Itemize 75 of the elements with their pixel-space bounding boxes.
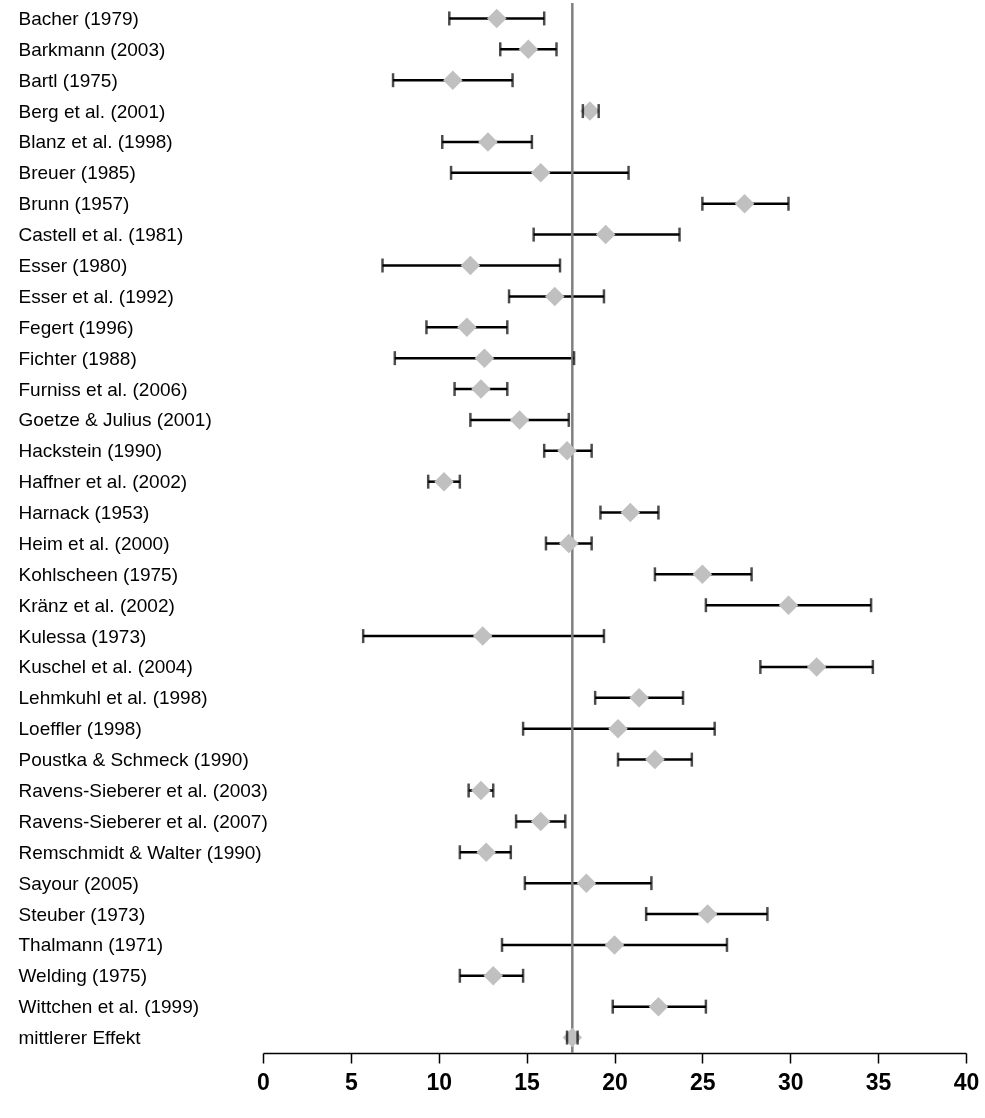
y-tick-label: Harnack (1953): [18, 502, 150, 524]
point: [483, 966, 503, 986]
y-tick-label: Esser et al. (1992): [18, 285, 174, 307]
y-tick-label: Kuschel et al. (2004): [18, 656, 193, 678]
x-tick-label: 20: [602, 1068, 628, 1095]
point: [443, 70, 463, 90]
point: [576, 873, 597, 893]
x-tick-label: 25: [690, 1068, 716, 1095]
y-tick-label: Bacher (1979): [18, 7, 139, 29]
y-tick-label: Thalmann (1971): [18, 934, 164, 956]
point: [460, 255, 481, 276]
point: [530, 163, 551, 183]
point: [457, 317, 477, 338]
y-tick-label: Barkmann (2003): [18, 38, 166, 60]
point: [530, 811, 551, 832]
y-tick-label: Wittchen et al. (1999): [18, 996, 200, 1018]
point: [620, 502, 641, 523]
point: [518, 39, 539, 60]
y-tick-label: Welding (1975): [18, 965, 148, 987]
point: [434, 471, 454, 492]
point: [476, 842, 496, 863]
x-tick-label: 5: [344, 1068, 358, 1095]
y-tick-label: Steuber (1973): [18, 903, 146, 925]
y-tick-label: Furniss et al. (2006): [18, 378, 188, 400]
y-tick-label: Esser (1980): [18, 255, 128, 276]
x-tick-label: 15: [514, 1068, 541, 1095]
point: [472, 626, 493, 646]
y-tick-label: Poustka & Schmeck (1990): [18, 749, 249, 771]
point: [509, 410, 530, 430]
y-tick-label: Lehmkuhl et al. (1998): [18, 687, 208, 709]
point: [648, 996, 669, 1017]
x-tick-label: 35: [865, 1068, 892, 1095]
point: [471, 379, 491, 399]
x-tick-label: 10: [426, 1068, 453, 1095]
y-tick-label: Kränz et al. (2002): [18, 594, 175, 616]
point: [545, 286, 565, 307]
y-tick-label: Haffner et al. (2002): [18, 471, 188, 493]
point: [595, 224, 616, 245]
y-tick-label: Castell et al. (1981): [18, 224, 184, 246]
point: [471, 780, 491, 801]
point: [487, 8, 507, 29]
y-tick-label: Bartl (1975): [18, 69, 118, 91]
point: [478, 132, 498, 152]
y-tick-label: Remschmidt & Walter (1990): [18, 841, 262, 863]
point: [557, 441, 577, 461]
point: [806, 657, 827, 677]
y-tick-label: Goetze & Julius (2001): [18, 409, 212, 431]
point: [604, 935, 625, 955]
point: [629, 688, 649, 708]
point: [692, 564, 713, 585]
point: [734, 193, 755, 214]
y-tick-label: Fegert (1996): [18, 316, 134, 338]
y-tick-label: Kulessa (1973): [18, 625, 147, 647]
y-tick-label: Ravens-Sieberer et al. (2003): [18, 780, 268, 801]
y-tick-label: Loeffler (1998): [18, 718, 142, 740]
y-tick-label: Ravens-Sieberer et al. (2007): [18, 810, 268, 832]
y-tick-label: Fichter (1988): [18, 347, 137, 369]
point: [645, 749, 665, 770]
y-tick-label: Hackstein (1990): [18, 440, 163, 462]
point: [608, 718, 628, 739]
y-tick-label: Berg et al. (2001): [18, 100, 166, 122]
x-tick-label: 30: [777, 1068, 804, 1095]
y-tick-label: Kohlscheen (1975): [18, 563, 178, 585]
x-tick-label: 0: [257, 1068, 270, 1095]
y-tick-label: Breuer (1985): [18, 162, 136, 184]
y-tick-label: Sayour (2005): [18, 872, 139, 894]
point: [778, 595, 799, 615]
y-tick-label: Heim et al. (2000): [18, 532, 170, 554]
point: [474, 348, 495, 368]
point: [697, 904, 718, 924]
y-tick-label: Blanz et al. (1998): [18, 131, 173, 153]
y-tick-label: Brunn (1957): [18, 193, 130, 215]
x-tick-label: 40: [953, 1068, 980, 1095]
point: [559, 533, 579, 554]
y-tick-label: mittlerer Effekt: [18, 1027, 142, 1049]
